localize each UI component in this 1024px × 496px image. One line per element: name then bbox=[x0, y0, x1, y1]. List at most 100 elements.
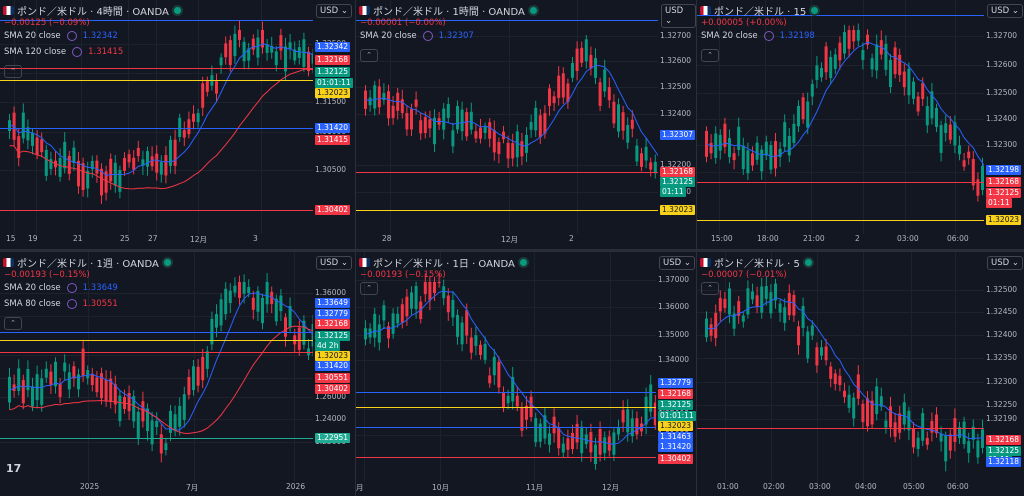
price-axis[interactable]: 1.360001.340001.300001.280001.260001.240… bbox=[313, 252, 355, 482]
horizontal-line[interactable] bbox=[356, 20, 658, 21]
price-label-tag: 1.32023 bbox=[315, 88, 351, 98]
pane-divider-h[interactable] bbox=[0, 249, 1024, 252]
tradingview-logo-icon[interactable]: 17 bbox=[6, 462, 22, 475]
horizontal-line[interactable] bbox=[356, 457, 656, 458]
horizontal-line[interactable] bbox=[356, 427, 656, 428]
settings-icon[interactable] bbox=[422, 31, 433, 41]
time-axis[interactable]: 01:00 02:00 03:00 04:00 05:00 06:00 bbox=[697, 482, 1024, 494]
horizontal-line[interactable] bbox=[697, 220, 984, 221]
sma-legend[interactable]: SMA 20 close 1.32342 bbox=[4, 31, 118, 41]
currency-selector[interactable]: USD ⌄ bbox=[661, 4, 696, 28]
chart-title[interactable]: ポンド／米ドル · 4時間 · OANDA bbox=[3, 3, 183, 18]
settings-icon[interactable] bbox=[66, 283, 77, 293]
currency-selector[interactable]: USD ⌄ bbox=[659, 256, 695, 270]
collapse-legend-button[interactable]: ⌃ bbox=[701, 282, 719, 295]
horizontal-line[interactable] bbox=[0, 68, 313, 69]
pane-divider-v1[interactable] bbox=[355, 0, 356, 496]
candle-body bbox=[884, 420, 888, 428]
horizontal-line[interactable] bbox=[0, 128, 313, 129]
time-axis[interactable]: 月 10月 11月 12月 bbox=[356, 482, 696, 494]
chart-pane-1h[interactable]: ポンド／米ドル · 1時間 · OANDA −0.00001 (−0.00%) SM… bbox=[356, 0, 696, 248]
horizontal-line[interactable] bbox=[356, 172, 658, 173]
settings-icon[interactable] bbox=[66, 299, 77, 309]
candle-body bbox=[621, 112, 625, 131]
settings-icon[interactable] bbox=[763, 31, 774, 41]
price-label-tag: 1.32168 bbox=[315, 55, 351, 65]
time-axis[interactable]: 15:00 18:00 21:00 2 03:00 06:00 bbox=[697, 234, 1024, 246]
price-tick: 1.32600 bbox=[660, 56, 692, 65]
candle-body bbox=[474, 335, 478, 346]
candle-body bbox=[293, 335, 297, 345]
pane-divider-v2[interactable] bbox=[696, 0, 697, 496]
price-axis[interactable]: 1.327001.326001.325001.324001.323001.322… bbox=[984, 0, 1024, 234]
settings-icon[interactable] bbox=[66, 31, 77, 41]
horizontal-line[interactable] bbox=[697, 428, 984, 429]
horizontal-line[interactable] bbox=[0, 80, 313, 81]
candle-body bbox=[446, 295, 450, 313]
sma-legend[interactable]: SMA 80 close 1.30551 bbox=[4, 299, 118, 309]
horizontal-line[interactable] bbox=[0, 20, 313, 21]
chart-pane-1d[interactable]: ポンド／米ドル · 1日 · OANDA −0.00193 (−0.15%) ⌃ US… bbox=[356, 252, 696, 496]
candle-body bbox=[288, 42, 292, 50]
grid-line bbox=[0, 397, 313, 398]
candle-body bbox=[297, 47, 301, 59]
time-axis[interactable]: 28 12月 2 bbox=[356, 234, 696, 246]
price-axis[interactable]: 1.32500 1.32450 1.32400 1.32350 1.32300 1.322… bbox=[984, 252, 1024, 482]
candle-body bbox=[456, 314, 459, 337]
candle-body bbox=[543, 415, 547, 439]
chart-title[interactable]: ポンド／米ドル · 1週 · OANDA bbox=[3, 255, 173, 270]
time-axis[interactable]: 2025 7月 2026 bbox=[0, 482, 355, 494]
chart-title[interactable]: ポンド／米ドル · 1時間 · OANDA bbox=[359, 3, 539, 18]
candle-body bbox=[104, 379, 108, 402]
price-label-tag: 1.32168 bbox=[315, 319, 351, 329]
price-label-tag: 01:11 bbox=[660, 187, 686, 197]
candle-body bbox=[44, 149, 48, 176]
horizontal-line[interactable] bbox=[0, 332, 313, 333]
horizontal-line[interactable] bbox=[356, 392, 656, 393]
currency-selector[interactable]: USD ⌄ bbox=[316, 4, 352, 18]
currency-selector[interactable]: USD ⌄ bbox=[987, 256, 1023, 270]
time-axis[interactable]: 15 19 21 25 27 12月 3 bbox=[0, 234, 355, 246]
horizontal-line[interactable] bbox=[697, 15, 984, 16]
horizontal-line[interactable] bbox=[0, 438, 313, 439]
price-axis[interactable]: 1.370001.360001.350001.340001.320001.310… bbox=[656, 252, 696, 482]
horizontal-line[interactable] bbox=[0, 352, 313, 353]
collapse-legend-button[interactable]: ⌃ bbox=[701, 49, 719, 62]
chart-pane-1w[interactable]: ポンド／米ドル · 1週 · OANDA −0.00193 (−0.15%) SMA… bbox=[0, 252, 355, 496]
collapse-legend-button[interactable]: ⌃ bbox=[360, 49, 378, 62]
candle-body bbox=[741, 315, 745, 322]
candle-body bbox=[141, 159, 145, 166]
candle-body bbox=[561, 443, 565, 453]
sma-legend[interactable]: SMA 20 close 1.32307 bbox=[360, 31, 474, 41]
market-status-icon bbox=[802, 257, 814, 268]
horizontal-line[interactable] bbox=[697, 182, 984, 183]
chart-title[interactable]: ポンド／米ドル · 1日 · OANDA bbox=[359, 255, 529, 270]
chart-title[interactable]: ポンド／米ドル · 15 bbox=[700, 3, 821, 18]
horizontal-line[interactable] bbox=[0, 210, 313, 211]
candle-body bbox=[86, 370, 90, 379]
collapse-legend-button[interactable]: ⌃ bbox=[4, 317, 22, 330]
horizontal-line[interactable] bbox=[356, 407, 656, 408]
price-axis[interactable]: 1.327001.326001.325001.324001.322001.321… bbox=[658, 0, 696, 234]
chart-pane-5m[interactable]: ポンド／米ドル · 5 −0.00007 (−0.01%) ⌃ USD ⌄ 1.3250… bbox=[697, 252, 1024, 496]
currency-selector[interactable]: USD ⌄ bbox=[987, 4, 1023, 18]
candle-body bbox=[284, 317, 287, 337]
price-tick: 1.32450 bbox=[986, 307, 1018, 316]
chart-title[interactable]: ポンド／米ドル · 5 bbox=[700, 255, 814, 270]
sma-legend[interactable]: SMA 20 close 1.32198 bbox=[701, 31, 815, 41]
sma-legend[interactable]: SMA 20 close 1.33649 bbox=[4, 283, 118, 293]
sma-legend[interactable]: SMA 120 close 1.31415 bbox=[4, 47, 123, 57]
collapse-legend-button[interactable]: ⌃ bbox=[4, 65, 22, 78]
horizontal-line[interactable] bbox=[0, 340, 313, 341]
settings-icon[interactable] bbox=[72, 47, 83, 57]
candle-body bbox=[49, 159, 53, 170]
collapse-legend-button[interactable]: ⌃ bbox=[360, 282, 378, 295]
candle-body bbox=[889, 406, 892, 428]
currency-selector[interactable]: USD ⌄ bbox=[316, 256, 352, 270]
price-axis[interactable]: 1.325001.320001.315001.310001.305001.323… bbox=[313, 0, 355, 234]
grid-line bbox=[817, 252, 818, 482]
horizontal-line[interactable] bbox=[356, 210, 658, 211]
candle-body bbox=[196, 366, 200, 386]
chart-pane-15m[interactable]: ポンド／米ドル · 15 +0.00005 (+0.00%) SMA 20 clos… bbox=[697, 0, 1024, 248]
chart-pane-4h[interactable]: ポンド／米ドル · 4時間 · OANDA −0.00125 (−0.09%) SM… bbox=[0, 0, 355, 248]
